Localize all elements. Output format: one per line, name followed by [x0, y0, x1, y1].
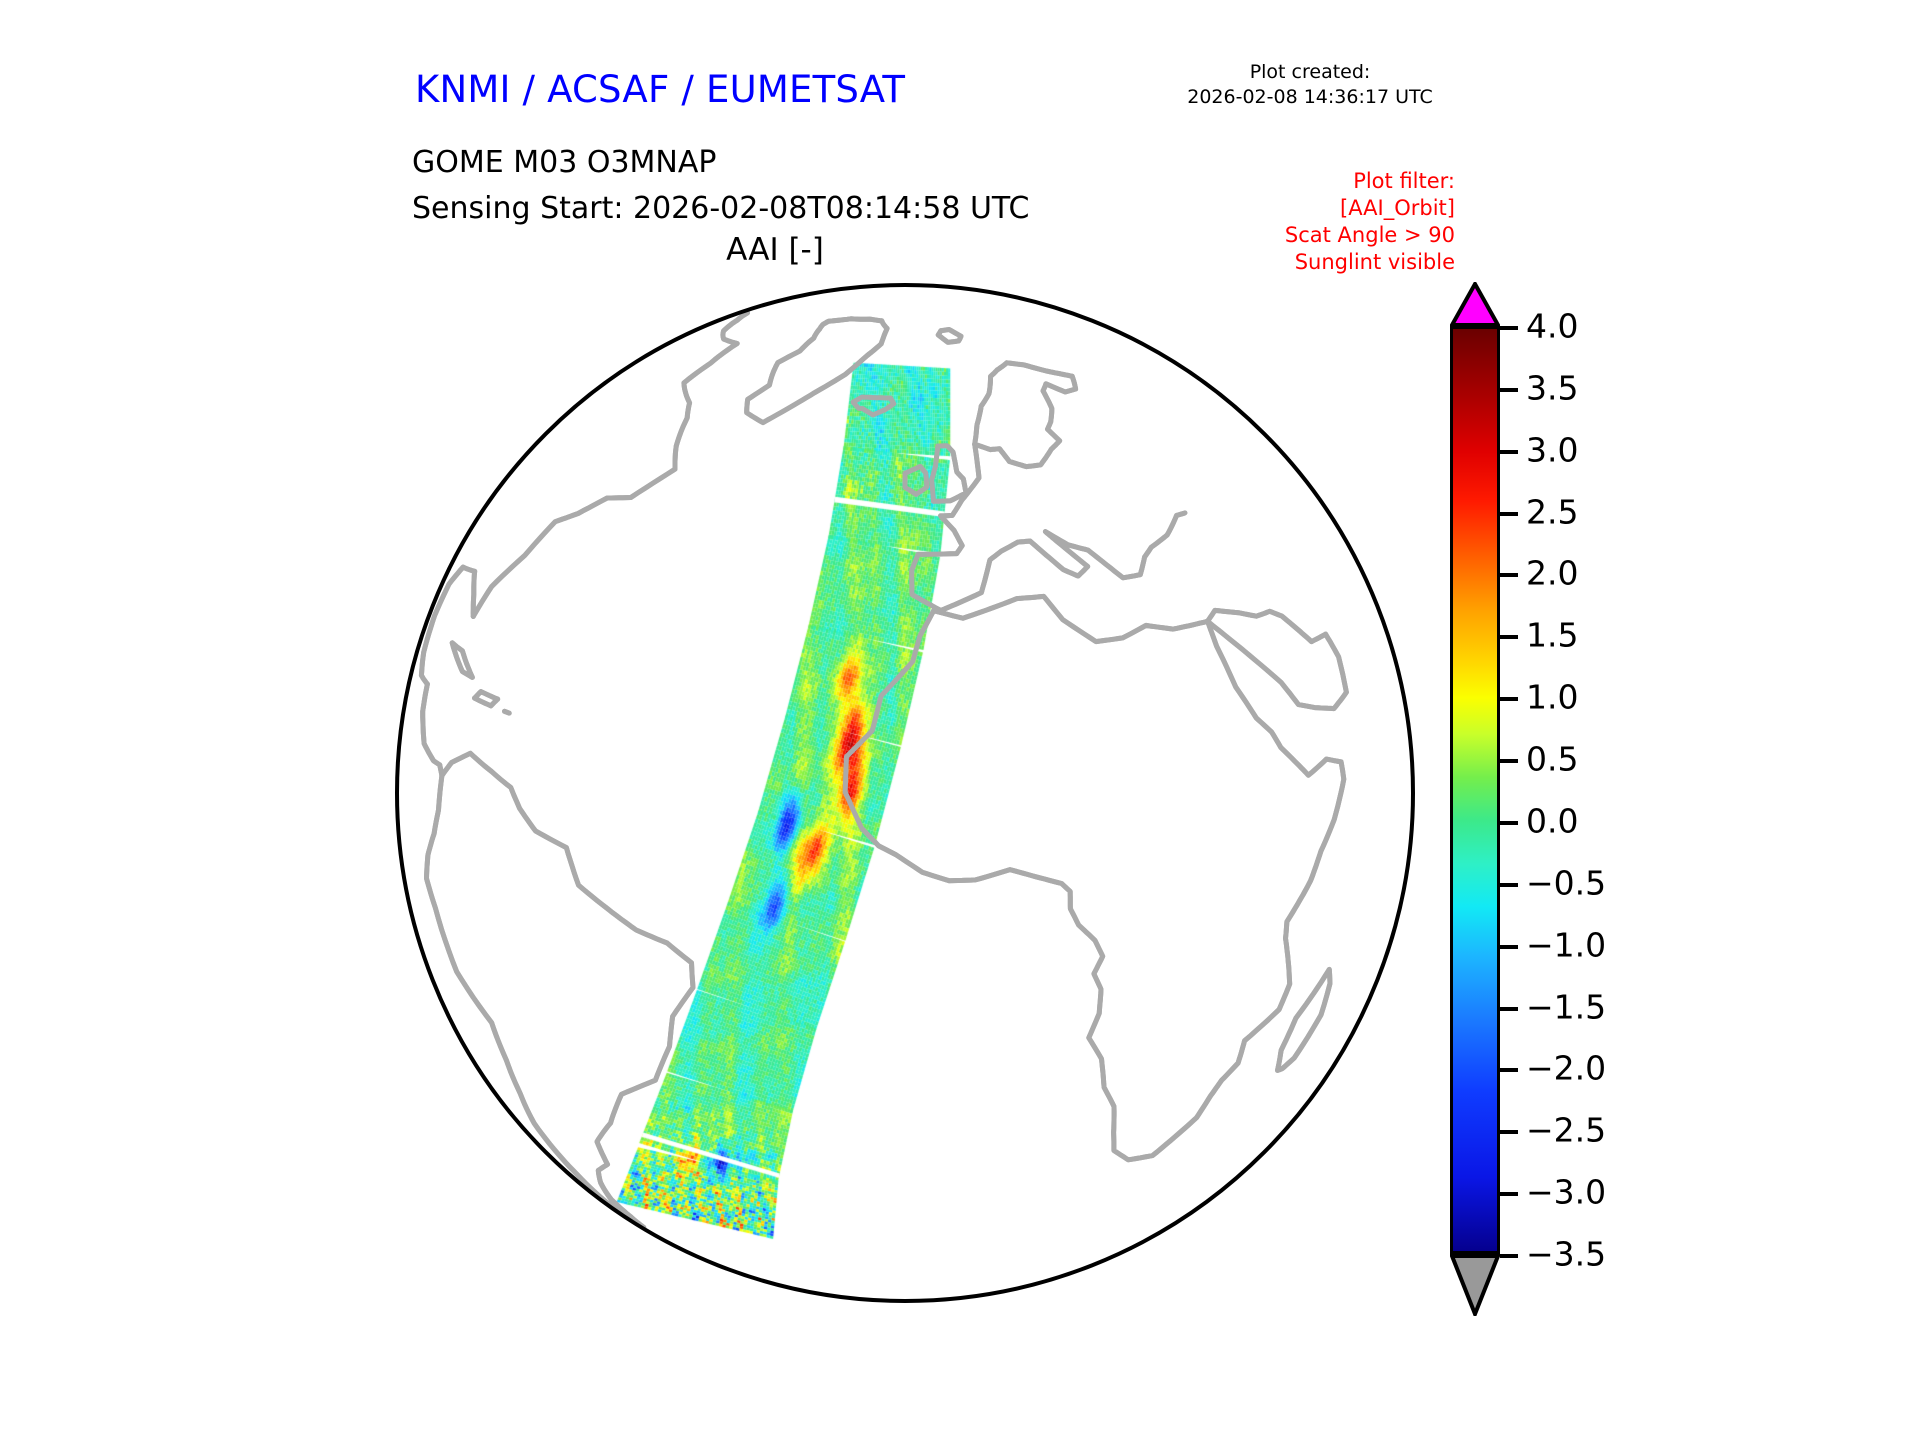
- colorbar-tick-label: 1.0: [1526, 677, 1579, 717]
- coastline-path: [424, 750, 696, 1230]
- coastline-path: [502, 708, 512, 716]
- coastline-path: [449, 640, 475, 680]
- colorbar-tick-mark: [1500, 882, 1518, 887]
- plot-filter-block: Plot filter: [AAI_Orbit] Scat Angle > 90…: [1185, 168, 1455, 276]
- colorbar-tick-mark: [1500, 573, 1518, 578]
- colorbar-gradient-bar: [1450, 326, 1500, 1254]
- coastline-path: [744, 316, 890, 426]
- colorbar-tick-label: 2.0: [1526, 553, 1579, 593]
- coastline-path: [929, 443, 969, 504]
- colorbar-tick-mark: [1500, 697, 1518, 702]
- coastline-path: [470, 310, 750, 619]
- colorbar-tick-label: 1.5: [1526, 615, 1579, 655]
- coastline-path: [931, 593, 1210, 645]
- colorbar-tick-mark: [1500, 944, 1518, 949]
- globe-svg: [395, 283, 1415, 1303]
- globe-outline: [395, 283, 1415, 1303]
- colorbar-ticks: 4.0 3.5 3.0 2.5 2.0 1.5 1.0 0.5 0.0 −0.5 −1.0 −1.5 −…: [1500, 282, 1750, 1322]
- sensing-start-line: Sensing Start: 2026-02-08T08:14:58 UTC: [412, 191, 1030, 226]
- colorbar-tick-label: 3.0: [1526, 430, 1579, 470]
- colorbar-tick-label: −1.0: [1526, 925, 1607, 965]
- colorbar-tick-mark: [1500, 1130, 1518, 1135]
- colorbar-tick-label: −2.0: [1526, 1048, 1607, 1088]
- coastline-path: [902, 463, 930, 497]
- orthographic-globe-map: [390, 278, 1420, 1308]
- colorbar-under-range-arrow: [1450, 1254, 1500, 1316]
- colorbar-tick-mark: [1500, 759, 1518, 764]
- coastline-path: [842, 618, 1347, 1163]
- colorbar-over-range-arrow: [1450, 282, 1500, 326]
- plot-created-block: Plot created: 2026-02-08 14:36:17 UTC: [1160, 60, 1460, 110]
- aai-swath-layer: [397, 285, 1413, 1301]
- coastline-path: [972, 360, 1079, 470]
- colorbar-tick-label: −3.5: [1526, 1234, 1607, 1274]
- colorbar-tick-label: 0.0: [1526, 801, 1579, 841]
- coastline-path: [909, 441, 1188, 613]
- colorbar-tick-mark: [1500, 1068, 1518, 1073]
- instrument-product-line: GOME M03 O3MNAP: [412, 145, 717, 180]
- coastlines-overlay-layer: [418, 310, 1349, 1230]
- colorbar-gradient: [1453, 329, 1497, 1251]
- coastline-path: [935, 327, 964, 345]
- colorbar-tick-mark: [1500, 449, 1518, 454]
- coastline-path: [472, 689, 501, 709]
- colorbar-tick-mark: [1500, 635, 1518, 640]
- coastline-path: [1205, 607, 1349, 712]
- colorbar: 4.0 3.5 3.0 2.5 2.0 1.5 1.0 0.5 0.0 −0.5 −1.0 −1.5 −…: [1430, 282, 1760, 1322]
- colorbar-tick-label: 3.5: [1526, 368, 1579, 408]
- colorbar-tick-label: 4.0: [1526, 306, 1579, 346]
- colorbar-tick-label: −0.5: [1526, 863, 1607, 903]
- plot-created-timestamp: 2026-02-08 14:36:17 UTC: [1187, 86, 1433, 108]
- product-info-block: GOME M03 O3MNAP Sensing Start: 2026-02-0…: [412, 140, 1029, 232]
- coastline-path: [418, 564, 478, 779]
- plot-filter-line-1: Scat Angle > 90: [1284, 223, 1455, 247]
- colorbar-tick-label: −1.5: [1526, 987, 1607, 1027]
- colorbar-tick-mark: [1500, 326, 1518, 330]
- colorbar-tick-mark: [1500, 1254, 1518, 1258]
- coastline-path: [1275, 966, 1333, 1073]
- aai-swath-raster: [397, 285, 1413, 1301]
- colorbar-tick-label: −2.5: [1526, 1110, 1607, 1150]
- coastline-path: [842, 608, 937, 795]
- colorbar-bar-wrapper: [1450, 282, 1500, 1322]
- colorbar-tick-label: 2.5: [1526, 492, 1579, 532]
- colorbar-tick-mark: [1500, 820, 1518, 825]
- plot-filter-title: Plot filter:: [1353, 169, 1455, 193]
- plot-filter-line-2: Sunglint visible: [1294, 250, 1455, 274]
- colorbar-tick-mark: [1500, 511, 1518, 516]
- coastline-path: [850, 394, 897, 418]
- plot-created-label: Plot created:: [1249, 61, 1371, 83]
- colorbar-tick-mark: [1500, 387, 1518, 392]
- colorbar-tick-mark: [1500, 1006, 1518, 1011]
- colorbar-tick-label: 0.5: [1526, 739, 1579, 779]
- organisation-title: KNMI / ACSAF / EUMETSAT: [415, 68, 906, 111]
- colorbar-tick-mark: [1500, 1192, 1518, 1197]
- plot-filter-line-0: [AAI_Orbit]: [1340, 196, 1455, 220]
- colorbar-tick-label: −3.0: [1526, 1172, 1607, 1212]
- quantity-title: AAI [-]: [726, 232, 824, 268]
